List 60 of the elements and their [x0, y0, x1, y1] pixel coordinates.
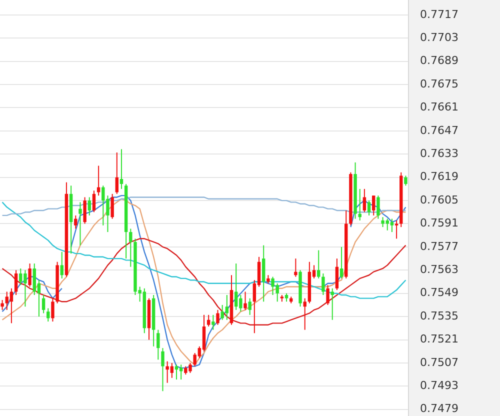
candlestick — [10, 288, 14, 324]
candlestick — [161, 348, 164, 392]
y-tick-label: 0.7549 — [420, 286, 458, 300]
candlestick — [372, 195, 376, 216]
candlestick — [120, 148, 124, 190]
candlestick — [42, 294, 46, 314]
candlestick — [335, 258, 339, 291]
candlestick — [376, 195, 380, 220]
candlestick — [362, 188, 366, 213]
candlestick — [262, 244, 266, 302]
y-tick-label: 0.7647 — [420, 124, 458, 137]
candlestick — [322, 272, 325, 296]
y-tick-label: 0.7507 — [420, 356, 458, 369]
candlestick — [156, 329, 160, 360]
candlestick — [367, 200, 371, 216]
candlestick — [115, 152, 119, 194]
candlestick — [216, 309, 220, 326]
y-tick-label: 0.7479 — [420, 402, 458, 416]
y-tick-label: 0.7493 — [420, 379, 458, 392]
candlestick — [51, 298, 54, 322]
candlestick — [74, 214, 78, 230]
candlestick — [179, 364, 183, 380]
candlestick — [317, 250, 320, 279]
candlestick — [88, 196, 91, 216]
y-tick-label: 0.7689 — [420, 54, 458, 68]
candlestick — [83, 196, 86, 224]
y-tick-label: 0.7577 — [420, 240, 458, 253]
candlestick — [46, 308, 50, 322]
candlestick — [78, 202, 82, 246]
y-tick-label: 0.7717 — [420, 8, 458, 21]
y-tick-label: 0.7563 — [420, 263, 458, 276]
candlestick — [294, 258, 298, 278]
candlestick — [110, 193, 114, 220]
candlestick — [303, 298, 306, 330]
candlestick — [212, 314, 215, 330]
y-tick-label: 0.7703 — [420, 30, 458, 44]
candlestick — [206, 314, 210, 327]
candlestick — [330, 288, 334, 320]
y-tick-label: 0.7633 — [420, 146, 458, 160]
y-tick-label: 0.7591 — [420, 216, 458, 230]
candlestick — [244, 291, 247, 310]
candlestick — [0, 299, 4, 310]
candlestick — [326, 284, 330, 306]
candlestick — [96, 165, 100, 196]
y-tick-label: 0.7605 — [420, 193, 458, 206]
y-tick-label: 0.7661 — [420, 100, 458, 114]
y-tick-label: 0.7535 — [420, 309, 458, 322]
candlestick — [340, 246, 344, 279]
y-tick-label: 0.7619 — [420, 170, 458, 184]
candlestick — [60, 251, 64, 279]
y-tick-label: 0.7521 — [420, 332, 458, 346]
candlestick — [404, 175, 408, 186]
candlestick — [28, 263, 32, 288]
candlestick — [14, 270, 18, 296]
candlestick — [390, 218, 394, 233]
candlestick — [129, 228, 132, 268]
candlestick — [92, 190, 96, 213]
y-tick-label: 0.7675 — [420, 77, 458, 90]
candlestick — [394, 220, 398, 240]
candlestick — [248, 298, 252, 316]
